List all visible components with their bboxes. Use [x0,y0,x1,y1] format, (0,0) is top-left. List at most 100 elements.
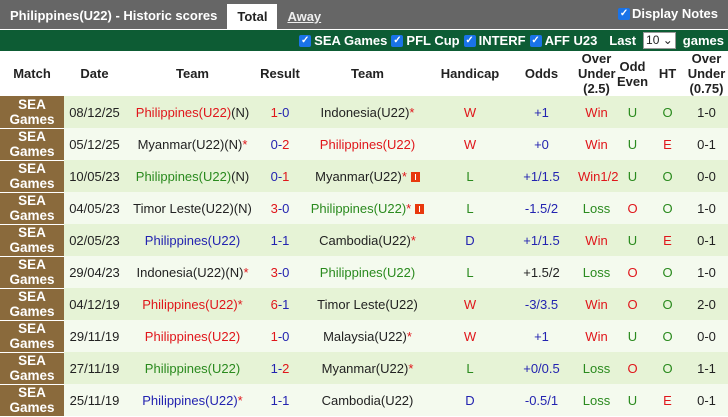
away-score: 1 [282,392,290,408]
col-match: Match [13,66,51,81]
score-cell[interactable]: 1-2 [260,352,300,384]
table-row[interactable]: SEA Games 08/12/25 Philippines(U22)(N) 1-0 I… [0,96,728,129]
last-games-select[interactable]: 10 ⌄ [643,32,676,49]
team-name[interactable]: Philippines(U22) [144,328,241,344]
match-cell[interactable]: SEA Games [0,256,64,289]
away-team-cell[interactable]: Philippines(U22) [300,128,435,160]
team-name[interactable]: Timor Leste(U22) [133,200,234,216]
home-team-cell[interactable]: Myanmar(U22)(N)* [125,128,260,160]
match-cell[interactable]: SEA Games [0,128,64,161]
team-name[interactable]: Indonesia(U22) [136,264,226,280]
team-name[interactable]: Cambodia(U22) [319,232,411,248]
score-cell[interactable]: 0-2 [260,128,300,160]
team-name[interactable]: Myanmar(U22) [321,360,409,376]
filter-label: AFF U23 [544,33,598,48]
table-row[interactable]: SEA Games 10/05/23 Philippines(U22)(N) 0-1 M… [0,160,728,193]
match-cell[interactable]: SEA Games [0,192,64,225]
match-cell[interactable]: SEA Games [0,352,64,385]
handicap-cell: -3/3.5 [505,288,578,320]
table-row[interactable]: SEA Games 27/11/19 Philippines(U22) 1-2 Myan… [0,352,728,385]
filter-sea-games[interactable]: ✓ SEA Games [299,33,387,48]
handicap-cell: -1.5/2 [505,192,578,224]
table-row[interactable]: SEA Games 25/11/19 Philippines(U22)* 1-1 Cam… [0,384,728,417]
over-under-cell: U [615,128,650,160]
scores-table: Match Date Team Result Team Handicap Odds Over … [0,51,728,417]
home-team-cell[interactable]: Philippines(U22) [125,352,260,384]
table-row[interactable]: SEA Games 02/05/23 Philippines(U22) 1-1 Camb… [0,224,728,257]
score-cell[interactable]: 6-1 [260,288,300,320]
score-dash: - [277,104,283,120]
table-row[interactable]: SEA Games 29/11/19 Philippines(U22) 1-0 Mala… [0,320,728,353]
team-name[interactable]: Myanmar(U22) [137,136,225,152]
away-team-cell[interactable]: Cambodia(U22)* [300,224,435,256]
away-team-cell[interactable]: Malaysia(U22)* [300,320,435,352]
display-notes-checkbox[interactable]: ✓ Display Notes [618,6,718,21]
team-name[interactable]: Philippines(U22) [144,360,241,376]
handicap-cell: +1/1.5 [505,160,578,192]
home-score: 1 [270,104,278,120]
date-cell: 27/11/19 [64,352,125,384]
filter-interf[interactable]: ✓ INTERF [463,33,526,48]
date-cell: 04/12/19 [64,288,125,320]
match-cell[interactable]: SEA Games [0,96,64,129]
match-cell[interactable]: SEA Games [0,160,64,193]
team-name[interactable]: Philippines(U22) [319,136,416,152]
away-team-cell[interactable]: Cambodia(U22) [300,384,435,416]
score-cell[interactable]: 0-1 [260,160,300,192]
filter-label: PFL Cup [406,33,460,48]
home-team-cell[interactable]: Philippines(U22)(N) [125,96,260,128]
home-score: 1 [270,232,278,248]
tab-total[interactable]: Total [227,4,278,29]
team-name[interactable]: Malaysia(U22) [323,328,407,344]
team-name[interactable]: Philippines(U22) [144,232,241,248]
team-name[interactable]: Indonesia(U22) [320,104,410,120]
over-under-cell: U [615,96,650,128]
score-cell[interactable]: 1-1 [260,384,300,416]
away-team-cell[interactable]: Indonesia(U22)* [300,96,435,128]
home-team-cell[interactable]: Indonesia(U22)(N)* [125,256,260,288]
home-team-cell[interactable]: Philippines(U22) [125,224,260,256]
chevron-down-icon: ⌄ [662,33,673,47]
away-team-cell[interactable]: Timor Leste(U22) [300,288,435,320]
odds-cell: Win1/2 [578,160,618,192]
team-name[interactable]: Philippines(U22) [319,264,416,280]
home-team-cell[interactable]: Philippines(U22) [125,320,260,352]
score-cell[interactable]: 3-0 [260,256,300,288]
score-cell[interactable]: 1-0 [260,96,300,128]
table-row[interactable]: SEA Games 04/05/23 Timor Leste(U22)(N) 3-0 P… [0,192,728,225]
match-cell[interactable]: SEA Games [0,320,64,353]
filter-pfl-cup[interactable]: ✓ PFL Cup [391,33,460,48]
away-team-cell[interactable]: Philippines(U22) [300,256,435,288]
team-name[interactable]: Timor Leste(U22) [317,296,418,312]
team-name[interactable]: Philippines(U22) [135,168,232,184]
result-cell: W [435,128,505,160]
filter-aff-u23[interactable]: ✓ AFF U23 [529,33,598,48]
away-team-cell[interactable]: Philippines(U22)* [300,192,435,224]
away-team-cell[interactable]: Myanmar(U22)* [300,352,435,384]
team-name[interactable]: Philippines(U22) [142,392,238,408]
team-name[interactable]: Philippines(U22) [135,104,232,120]
match-cell[interactable]: SEA Games [0,384,64,417]
col-odds: Odds [524,66,559,81]
team-name[interactable]: Cambodia(U22) [321,392,414,408]
select-value: 10 [646,33,660,47]
home-team-cell[interactable]: Philippines(U22)* [125,384,260,416]
match-cell[interactable]: SEA Games [0,224,64,257]
away-score: 0 [282,200,290,216]
match-cell[interactable]: SEA Games [0,288,64,321]
score-cell[interactable]: 1-0 [260,320,300,352]
home-team-cell[interactable]: Philippines(U22)(N) [125,160,260,192]
table-row[interactable]: SEA Games 04/12/19 Philippines(U22)* 6-1 Tim… [0,288,728,321]
team-name[interactable]: Philippines(U22) [310,200,407,216]
table-row[interactable]: SEA Games 05/12/25 Myanmar(U22)(N)* 0-2 Phil… [0,128,728,161]
checkbox-checked-icon: ✓ [618,7,631,20]
home-team-cell[interactable]: Timor Leste(U22)(N) [125,192,260,224]
table-row[interactable]: SEA Games 29/04/23 Indonesia(U22)(N)* 3-0 Ph… [0,256,728,289]
away-team-cell[interactable]: Myanmar(U22)* [300,160,435,192]
team-name[interactable]: Myanmar(U22) [315,168,402,184]
team-name[interactable]: Philippines(U22) [142,296,238,312]
score-cell[interactable]: 3-0 [260,192,300,224]
home-team-cell[interactable]: Philippines(U22)* [125,288,260,320]
tab-away[interactable]: Away [287,9,322,24]
score-cell[interactable]: 1-1 [260,224,300,256]
